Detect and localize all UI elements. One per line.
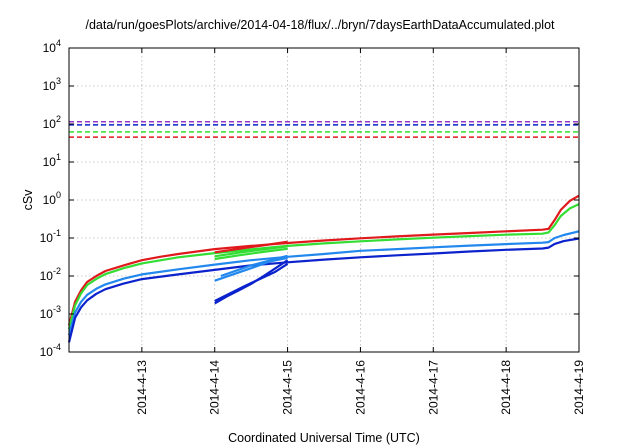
y-tick-exponent: 4 xyxy=(56,38,61,48)
y-tick-label: 10-1 xyxy=(40,228,61,245)
y-tick-label: 100 xyxy=(43,190,61,207)
y-tick-label: 10-3 xyxy=(40,304,61,321)
y-tick-label: 10-4 xyxy=(40,342,61,359)
series-line-green xyxy=(214,247,288,261)
y-tick-label: 101 xyxy=(43,152,61,169)
y-tick-exponent: 2 xyxy=(56,114,61,124)
y-tick-exponent: -1 xyxy=(53,228,61,238)
series-line-dark-blue xyxy=(214,259,289,305)
tick-layer: 10-410-310-210-11001011021031042014-4-13… xyxy=(40,38,586,415)
y-tick-exponent: -2 xyxy=(53,266,61,276)
y-tick-exponent: -4 xyxy=(53,342,61,352)
y-tick-exponent: 0 xyxy=(56,190,61,200)
series-layer xyxy=(67,194,580,343)
y-tick-label: 102 xyxy=(43,114,61,131)
series-line-dark-blue xyxy=(214,262,289,302)
x-tick-label: 2014-4-18 xyxy=(499,360,513,415)
chart-title: /data/run/goesPlots/archive/2014-04-18/f… xyxy=(85,18,555,32)
series-line-green xyxy=(214,245,288,258)
x-axis-label: Coordinated Universal Time (UTC) xyxy=(228,431,420,445)
series-line-light-blue xyxy=(220,254,288,278)
y-tick-exponent: 1 xyxy=(56,152,61,162)
x-tick-label: 2014-4-15 xyxy=(281,360,295,415)
y-tick-label: 104 xyxy=(43,38,61,55)
x-tick-label: 2014-4-16 xyxy=(353,360,367,415)
y-tick-exponent: 3 xyxy=(56,76,61,86)
series-line-dark-blue xyxy=(67,237,580,343)
y-tick-label: 10-2 xyxy=(40,266,61,283)
x-tick-label: 2014-4-17 xyxy=(426,360,440,415)
series-line-light-blue xyxy=(214,256,288,282)
series-line-green xyxy=(67,203,580,330)
x-tick-label: 2014-4-13 xyxy=(135,360,149,415)
y-axis-label: cSv xyxy=(21,189,35,211)
reference-lines xyxy=(69,120,579,138)
series-line-red xyxy=(67,194,580,326)
grid-layer xyxy=(69,48,579,352)
series-line-red xyxy=(214,240,288,254)
y-tick-exponent: -3 xyxy=(53,304,61,314)
series-line-light-blue xyxy=(67,230,580,336)
x-tick-label: 2014-4-19 xyxy=(572,360,586,415)
x-tick-label: 2014-4-14 xyxy=(208,360,222,415)
y-tick-label: 103 xyxy=(43,76,61,93)
